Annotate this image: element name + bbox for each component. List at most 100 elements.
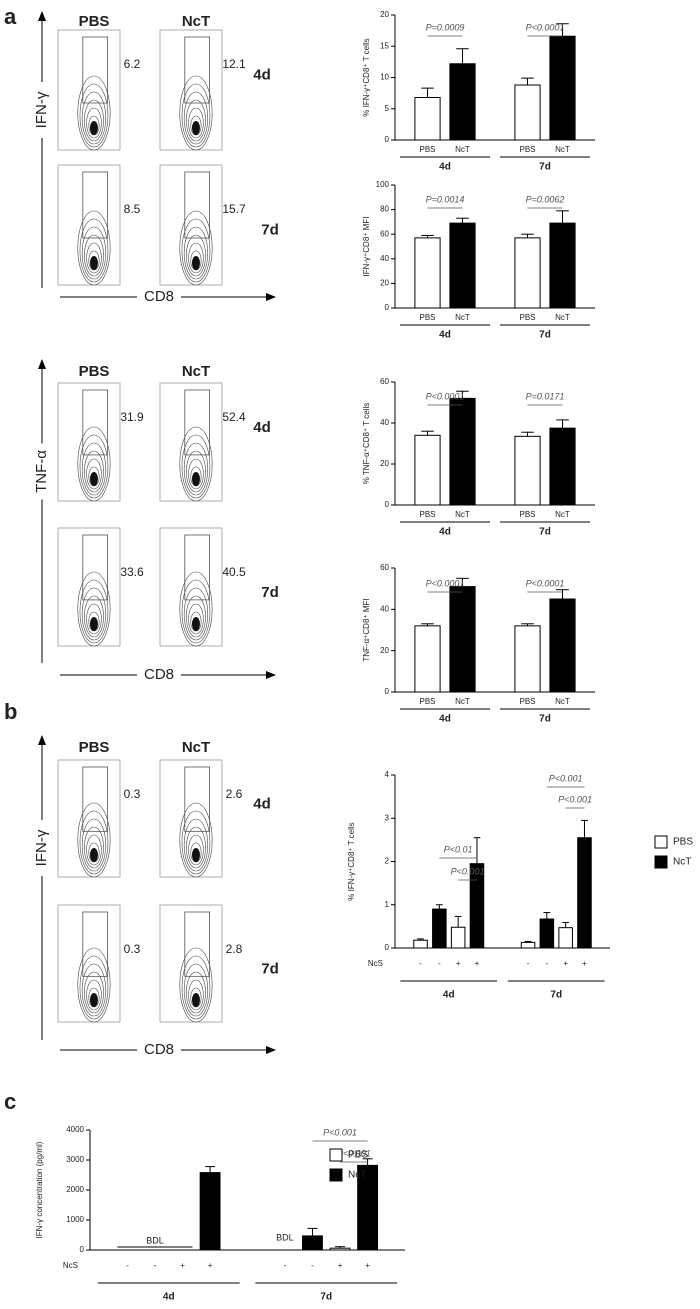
plot-frame: [159, 382, 223, 502]
group-label: 4d: [163, 1292, 175, 1303]
contour: [181, 579, 211, 644]
y-tick-label: 0: [80, 1245, 85, 1254]
contour: [181, 218, 211, 283]
group-label: 7d: [539, 527, 551, 538]
gate-value: 33.6: [120, 565, 144, 579]
legend-label: NcT: [348, 1170, 366, 1181]
contour: [81, 963, 107, 1017]
gate: [82, 36, 109, 104]
contour: [79, 955, 109, 1020]
contour-core: [89, 617, 98, 631]
group-label: 7d: [539, 162, 551, 173]
panel-label: b: [4, 699, 17, 724]
gate: [82, 534, 109, 601]
x-axis-label: CD8: [144, 1041, 174, 1058]
group-label: 4d: [439, 162, 451, 173]
contour: [179, 210, 213, 286]
p-value: P=0.0014: [426, 194, 465, 204]
y-tick-label: 4000: [66, 1125, 84, 1134]
bar: [432, 908, 447, 949]
contour-core: [89, 472, 98, 486]
contour: [84, 450, 104, 493]
column-header: NcT: [182, 363, 210, 380]
plot-frame: [57, 904, 121, 1023]
bar-label: NcT: [455, 510, 470, 519]
y-axis-label: % TNF-α⁺CD8⁺ T cells: [362, 403, 371, 485]
group-label: 4d: [443, 990, 455, 1001]
bar: [449, 397, 476, 506]
contour: [86, 458, 102, 490]
contour-core: [89, 993, 98, 1007]
contour: [188, 242, 204, 274]
gate-value: 0.3: [124, 787, 141, 801]
ncs-mark: +: [365, 1261, 370, 1270]
ncs-mark: -: [527, 959, 530, 968]
ncs-label: NcS: [368, 959, 383, 968]
contour: [77, 75, 111, 151]
column-header: NcT: [182, 13, 210, 30]
bar-label: NcT: [455, 313, 470, 322]
label-bg: [30, 443, 54, 500]
group-label: 7d: [320, 1292, 332, 1303]
contour: [79, 810, 109, 875]
contour: [86, 834, 102, 866]
gate-value: 6.2: [124, 57, 141, 71]
ncs-mark: -: [419, 959, 422, 968]
x-axis-label: CD8: [144, 288, 174, 305]
group-label: 4d: [439, 527, 451, 538]
legend-swatch: [329, 1168, 343, 1182]
contour: [84, 99, 104, 142]
p-value: P<0.001: [451, 866, 485, 876]
contour: [186, 234, 206, 277]
bar-label: PBS: [519, 697, 535, 706]
p-value: P<0.01: [444, 844, 473, 854]
gate-value: 12.1: [222, 57, 246, 71]
bar: [449, 586, 476, 693]
contour: [77, 571, 111, 647]
contour: [183, 442, 209, 496]
contour: [179, 571, 213, 647]
y-tick-label: 0: [385, 687, 390, 696]
contour: [86, 979, 102, 1011]
y-axis-label: TNF-α⁺CD8⁺ MFI: [362, 598, 371, 661]
bar-label: PBS: [519, 510, 535, 519]
y-tick-label: 2: [385, 857, 390, 866]
contour: [181, 83, 211, 148]
contour: [186, 826, 206, 869]
p-value: P<0.001: [558, 794, 592, 804]
contour: [77, 210, 111, 286]
contour: [81, 442, 107, 496]
group-label: 7d: [539, 714, 551, 725]
contour: [81, 818, 107, 872]
plot-frame: [57, 759, 121, 878]
contour: [188, 603, 204, 635]
y-tick-label: 100: [376, 180, 390, 189]
p-value: P<0.001: [549, 773, 583, 783]
contour: [86, 107, 102, 139]
label-bg: [137, 1040, 181, 1060]
row-label: 4d: [253, 795, 271, 812]
ncs-mark: +: [582, 959, 587, 968]
gate: [82, 766, 109, 832]
bar-label: NcT: [555, 313, 570, 322]
bar-label: NcT: [455, 697, 470, 706]
contour: [84, 595, 104, 638]
gate: [184, 171, 211, 239]
ncs-mark: +: [180, 1261, 185, 1270]
bar: [302, 1235, 323, 1251]
y-tick-label: 3: [385, 813, 390, 822]
contour: [81, 587, 107, 641]
contour: [181, 955, 211, 1020]
y-tick-label: 2000: [66, 1185, 84, 1194]
annotation: BDL: [276, 1232, 294, 1242]
contour: [183, 91, 209, 145]
y-tick-label: 80: [380, 205, 389, 214]
contour: [183, 587, 209, 641]
gate-value: 8.5: [124, 202, 141, 216]
group-label: 7d: [550, 990, 562, 1001]
plot-frame: [57, 527, 121, 647]
ncs-mark: +: [456, 959, 461, 968]
gate: [184, 911, 211, 977]
bar: [414, 625, 441, 693]
bar-label: PBS: [519, 313, 535, 322]
